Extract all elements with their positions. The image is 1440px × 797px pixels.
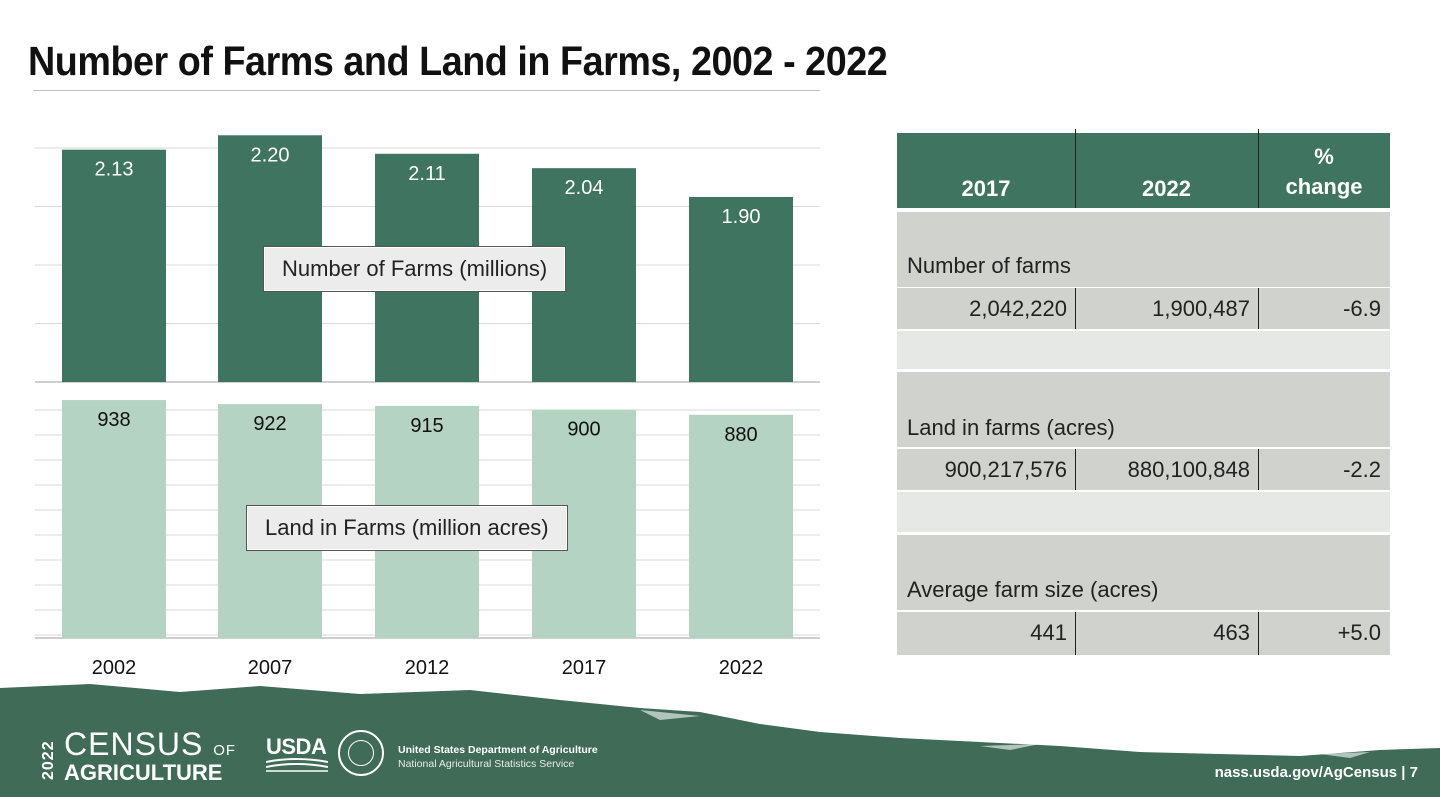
census-year: 2022 bbox=[40, 740, 57, 780]
table-header: 2017 2022 % change bbox=[897, 129, 1390, 208]
x-tick-label: 2022 bbox=[719, 657, 764, 679]
farms-value-label: 2.20 bbox=[251, 144, 290, 166]
cell-2017: 2,042,220 bbox=[969, 296, 1067, 321]
cell-divider bbox=[1075, 288, 1076, 329]
farms-value-label: 2.04 bbox=[565, 177, 604, 199]
usda-logo: USDA bbox=[266, 734, 327, 759]
title-divider bbox=[33, 90, 820, 91]
x-tick-label: 2002 bbox=[92, 657, 137, 679]
census-word: CENSUS OF bbox=[64, 726, 237, 762]
row-label: Land in farms (acres) bbox=[907, 415, 1115, 440]
farms-bar-chart: 2.13 2.20 2.11 2.04 1.90 938 922 915 900 880 2002 2… bbox=[35, 135, 820, 679]
header-divider bbox=[1075, 129, 1076, 208]
cell-change: +5.0 bbox=[1337, 620, 1381, 645]
table-row: Number of farms bbox=[897, 212, 1390, 287]
agency-name: National Agricultural Statistics Service bbox=[398, 758, 575, 770]
usda-swoosh-icon bbox=[266, 758, 328, 772]
farms-bar bbox=[689, 196, 793, 382]
land-value-label: 900 bbox=[567, 419, 600, 441]
cell-2022: 880,100,848 bbox=[1127, 457, 1250, 482]
farms-value-label: 2.11 bbox=[408, 163, 445, 185]
cell-change: -6.9 bbox=[1343, 296, 1381, 321]
land-value-label: 915 bbox=[410, 415, 443, 437]
table-row: 441 463 +5.0 bbox=[897, 611, 1390, 655]
cell-2017: 441 bbox=[1030, 620, 1067, 645]
cell-divider bbox=[1258, 449, 1259, 490]
land-bar bbox=[689, 414, 793, 638]
page-title: Number of Farms and Land in Farms, 2002 … bbox=[28, 38, 888, 84]
row-label: Number of farms bbox=[907, 253, 1071, 278]
department-name: United States Department of Agriculture bbox=[398, 744, 598, 756]
table-row: 2,042,220 1,900,487 -6.9 bbox=[897, 287, 1390, 329]
land-value-label: 880 bbox=[724, 424, 757, 446]
cell-divider bbox=[1075, 612, 1076, 655]
table-row: 900,217,576 880,100,848 -2.2 bbox=[897, 448, 1390, 490]
cell-2022: 463 bbox=[1213, 620, 1250, 645]
census-agriculture: AGRICULTURE bbox=[64, 760, 223, 785]
header-2017: 2017 bbox=[961, 176, 1011, 201]
nass-seal-icon bbox=[338, 730, 384, 776]
cell-divider bbox=[1258, 288, 1259, 329]
header-2022: 2022 bbox=[1142, 176, 1191, 201]
row-label: Average farm size (acres) bbox=[907, 577, 1159, 602]
x-tick-label: 2012 bbox=[405, 657, 450, 679]
farms-value-label: 1.90 bbox=[722, 206, 761, 228]
land-bar bbox=[62, 400, 166, 638]
cell-divider bbox=[1258, 612, 1259, 655]
cell-2022: 1,900,487 bbox=[1152, 296, 1250, 321]
table-spacer bbox=[897, 331, 1390, 369]
land-chart-label: Land in Farms (million acres) bbox=[246, 505, 568, 551]
footer-url: nass.usda.gov/AgCensus | 7 bbox=[1214, 764, 1418, 781]
farms-chart-label: Number of Farms (millions) bbox=[263, 246, 567, 292]
farms-bar bbox=[62, 149, 166, 382]
x-tick-label: 2007 bbox=[248, 657, 293, 679]
cell-divider bbox=[1075, 449, 1076, 490]
table-row: Land in farms (acres) bbox=[897, 372, 1390, 447]
header-percent-change: % change bbox=[1285, 144, 1363, 199]
header-divider bbox=[1258, 129, 1259, 208]
cell-change: -2.2 bbox=[1343, 457, 1381, 482]
land-value-label: 938 bbox=[97, 409, 130, 431]
cell-2017: 900,217,576 bbox=[944, 457, 1067, 482]
table-row: Average farm size (acres) bbox=[897, 535, 1390, 610]
farms-value-label: 2.13 bbox=[95, 159, 134, 181]
land-value-label: 922 bbox=[253, 413, 286, 435]
table-spacer bbox=[897, 492, 1390, 532]
x-tick-label: 2017 bbox=[562, 657, 607, 679]
